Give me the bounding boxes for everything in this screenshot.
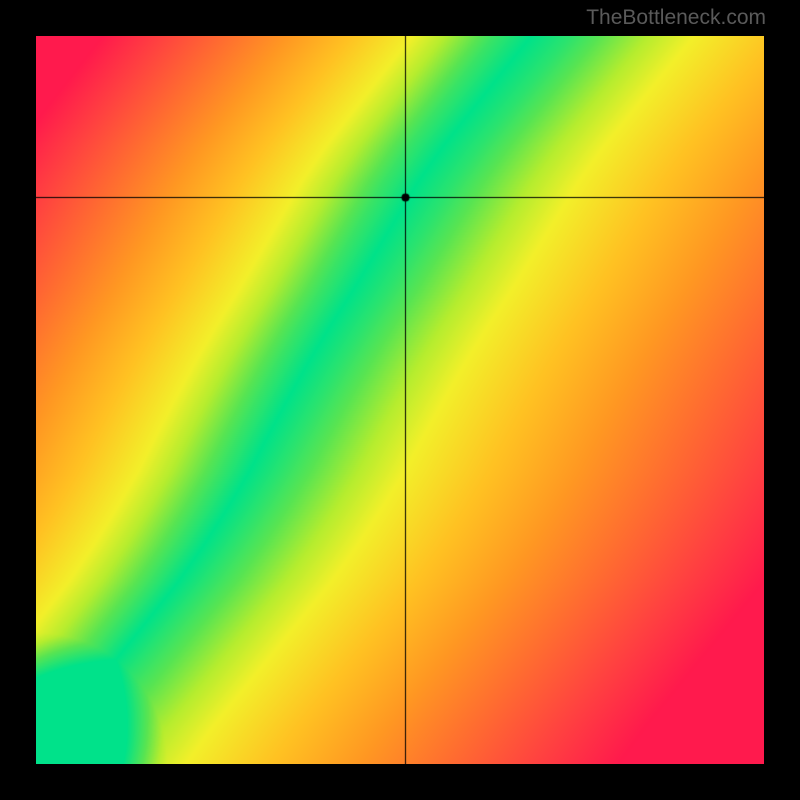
bottleneck-heatmap: [36, 36, 764, 764]
plot-area: [36, 36, 764, 764]
watermark-text: TheBottleneck.com: [586, 6, 766, 30]
chart-container: TheBottleneck.com: [0, 0, 800, 800]
